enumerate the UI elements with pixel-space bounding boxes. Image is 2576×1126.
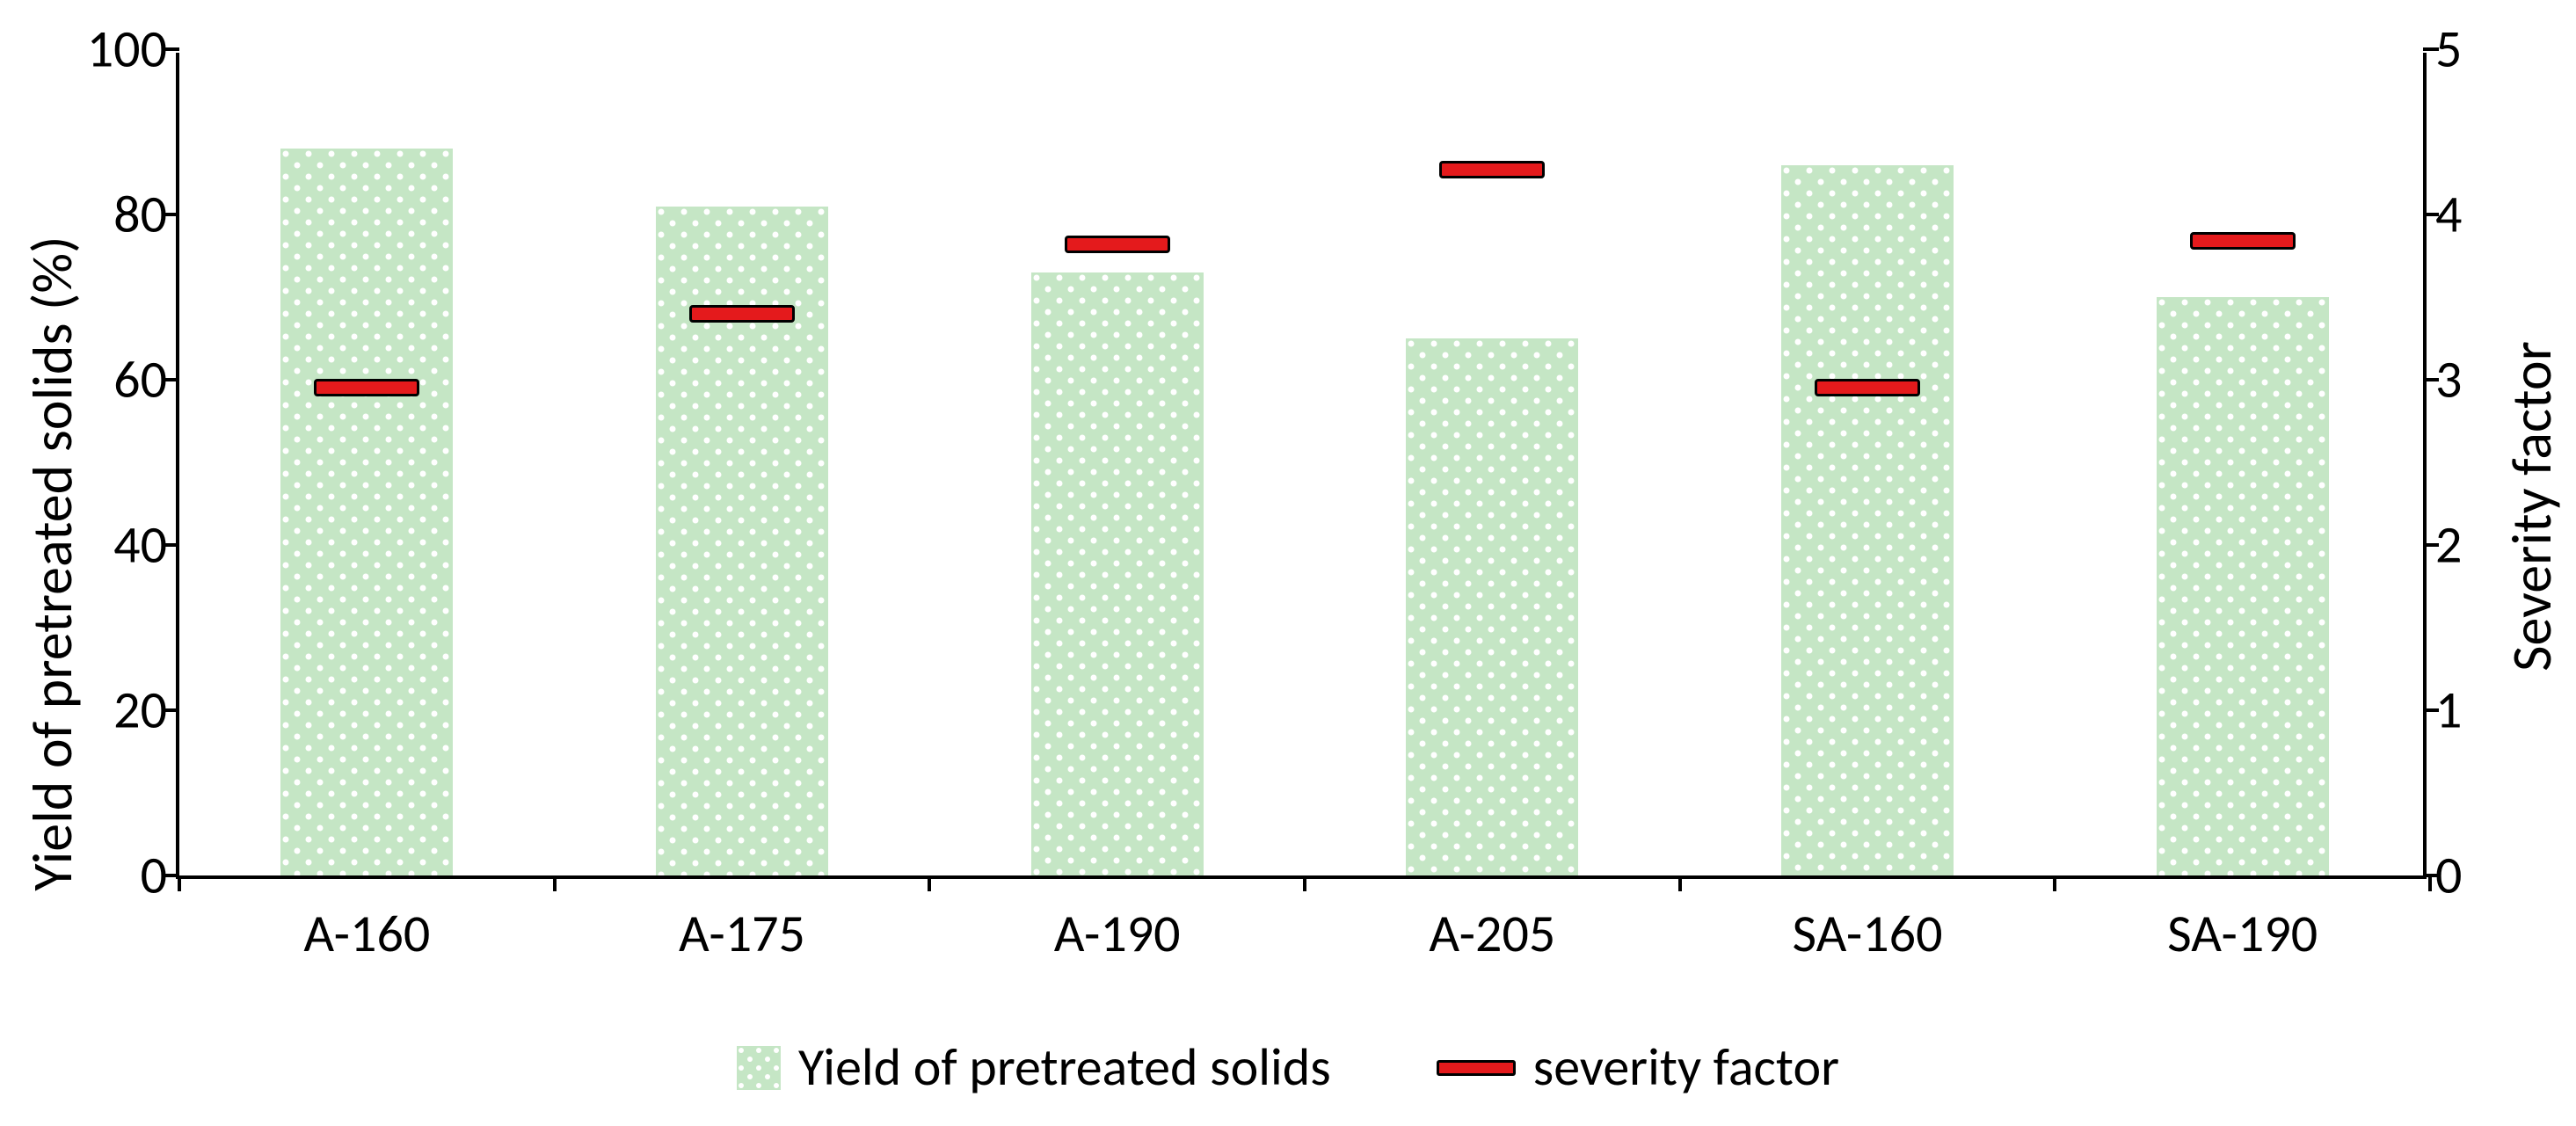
chart-container: Yield of pretreated solids (%) Severity …: [0, 0, 2576, 1126]
x-axis-label: SA-160: [1792, 902, 1942, 966]
bar-fill: [280, 149, 453, 875]
bar-fill: [1781, 165, 1954, 875]
x-tick-mark: [1303, 875, 1306, 891]
severity-marker: [314, 379, 419, 396]
y-left-tick-label: 40: [113, 513, 167, 578]
y-left-tick-label: 80: [113, 183, 167, 247]
y-left-tick-mark: [164, 378, 179, 381]
legend-item-severity: severity factor: [1437, 1035, 1839, 1100]
severity-marker: [1815, 379, 1920, 396]
y-right-tick-mark: [2423, 47, 2439, 51]
y-right-tick-mark: [2423, 543, 2439, 547]
x-tick-mark: [178, 875, 181, 891]
x-axis-label: A-175: [679, 902, 805, 966]
x-axis-label: A-160: [303, 902, 430, 966]
y-right-tick-mark: [2423, 378, 2439, 381]
y-left-tick-mark: [164, 708, 179, 712]
y-left-tick-label: 20: [113, 679, 167, 743]
y-right-tick-label: 3: [2435, 348, 2462, 412]
bar: [1406, 338, 1578, 875]
legend-label-severity: severity factor: [1533, 1035, 1839, 1100]
x-axis-label: A-190: [1054, 902, 1181, 966]
y-right-tick-label: 1: [2435, 679, 2462, 743]
y-right-tick-label: 2: [2435, 513, 2462, 578]
x-tick-mark: [1678, 875, 1682, 891]
legend: Yield of pretreated solids severity fact…: [737, 1035, 1839, 1100]
y-right-tick-label: 5: [2435, 18, 2462, 82]
severity-marker: [1065, 236, 1170, 253]
bar: [2157, 297, 2329, 875]
y-left-tick-label: 100: [87, 18, 167, 82]
legend-swatch-line: [1437, 1060, 1516, 1076]
x-tick-mark: [2428, 875, 2432, 891]
y-right-tick-mark: [2423, 708, 2439, 712]
y-right-tick-label: 4: [2435, 183, 2462, 247]
bar-fill: [2157, 297, 2329, 875]
bar: [1031, 272, 1204, 875]
x-axis-label: A-205: [1429, 902, 1555, 966]
y-left-tick-mark: [164, 543, 179, 547]
severity-marker: [689, 305, 795, 323]
severity-marker: [2190, 232, 2296, 250]
bar-fill: [1406, 338, 1578, 875]
y-axis-right-title: Severity factor: [2498, 342, 2566, 672]
legend-swatch-bar: [737, 1046, 781, 1090]
severity-marker: [1439, 161, 1545, 178]
y-right-tick-mark: [2423, 213, 2439, 216]
bar: [1781, 165, 1954, 875]
x-axis-label: SA-190: [2167, 902, 2318, 966]
y-axis-left-title: Yield of pretreated solids (%): [18, 236, 87, 890]
legend-label-bars: Yield of pretreated solids: [798, 1035, 1331, 1100]
bar: [280, 149, 453, 875]
y-left-tick-mark: [164, 213, 179, 216]
x-tick-mark: [928, 875, 931, 891]
bar-fill: [1031, 272, 1204, 875]
y-left-tick-label: 60: [113, 348, 167, 412]
y-left-tick-mark: [164, 47, 179, 51]
legend-item-bars: Yield of pretreated solids: [737, 1035, 1331, 1100]
x-tick-mark: [2053, 875, 2056, 891]
plot-area: 020406080100012345A-160A-175A-190A-205SA…: [176, 53, 2427, 879]
x-tick-mark: [553, 875, 557, 891]
y-right-tick-label: 0: [2435, 844, 2462, 908]
